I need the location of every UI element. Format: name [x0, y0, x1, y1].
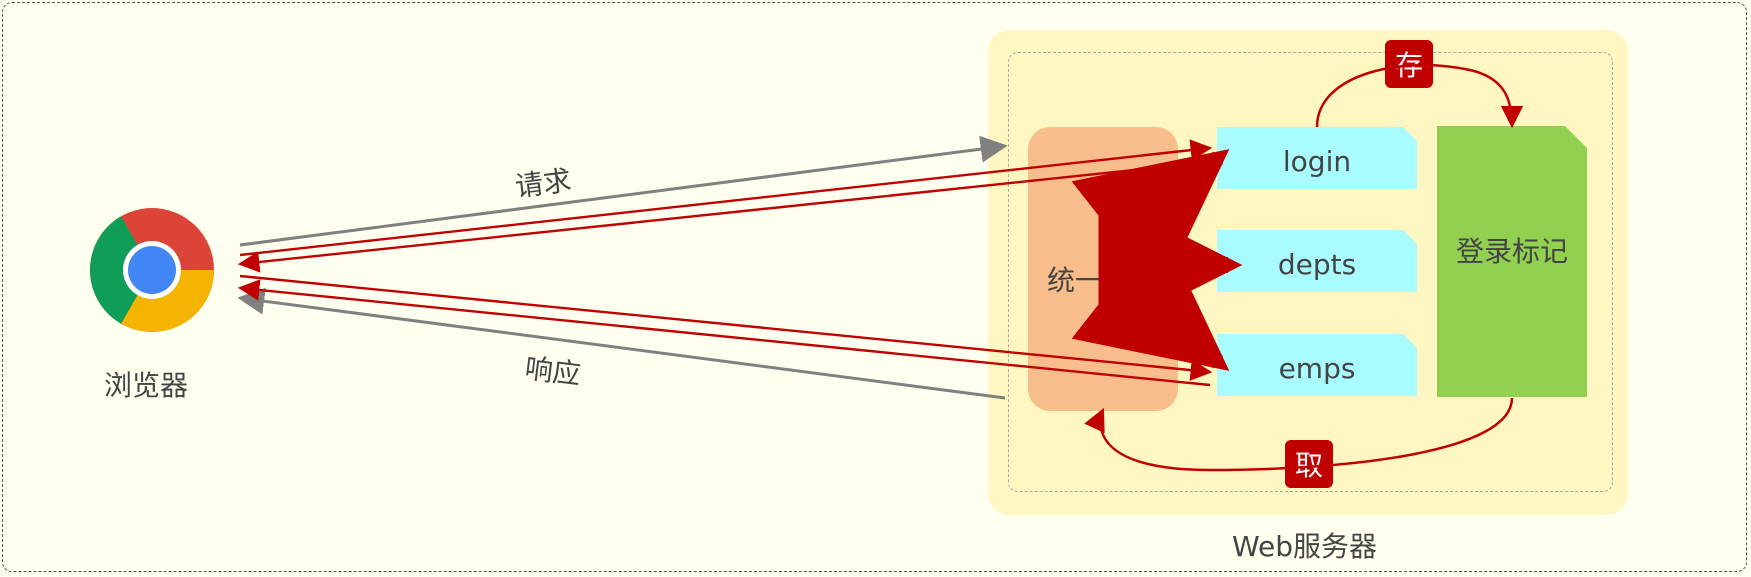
login-label: login: [1282, 145, 1352, 178]
chrome-icon: [89, 208, 214, 333]
intercept-to-emps-arrow: [1071, 225, 1230, 371]
depts-label: depts: [1277, 248, 1357, 281]
emps-page: emps: [1217, 334, 1417, 396]
request-to-login-arrow: [239, 139, 1213, 257]
emps-label: emps: [1278, 352, 1356, 385]
login-record: 登录标记: [1437, 126, 1587, 397]
request-from-emps-arrow: [237, 279, 1211, 387]
request-to-emps-arrow: [239, 274, 1213, 381]
depts-page: depts: [1217, 230, 1417, 292]
web-server-boundary: [1008, 52, 1613, 492]
fetch-curve: [1084, 397, 1514, 472]
intercept-to-login-arrow: [1071, 149, 1230, 295]
request-label: 请求: [513, 163, 574, 204]
login-page: login: [1217, 127, 1417, 189]
record-label: 登录标记: [1455, 235, 1568, 268]
request-arrow: [239, 135, 1008, 247]
response-arrow: [237, 287, 1006, 400]
store-curve: [1315, 63, 1524, 129]
browser-label: 浏览器: [104, 369, 189, 402]
server-title: Web服务器: [1232, 530, 1378, 563]
request-from-login-arrow: [237, 160, 1211, 273]
response-label: 响应: [523, 351, 583, 392]
